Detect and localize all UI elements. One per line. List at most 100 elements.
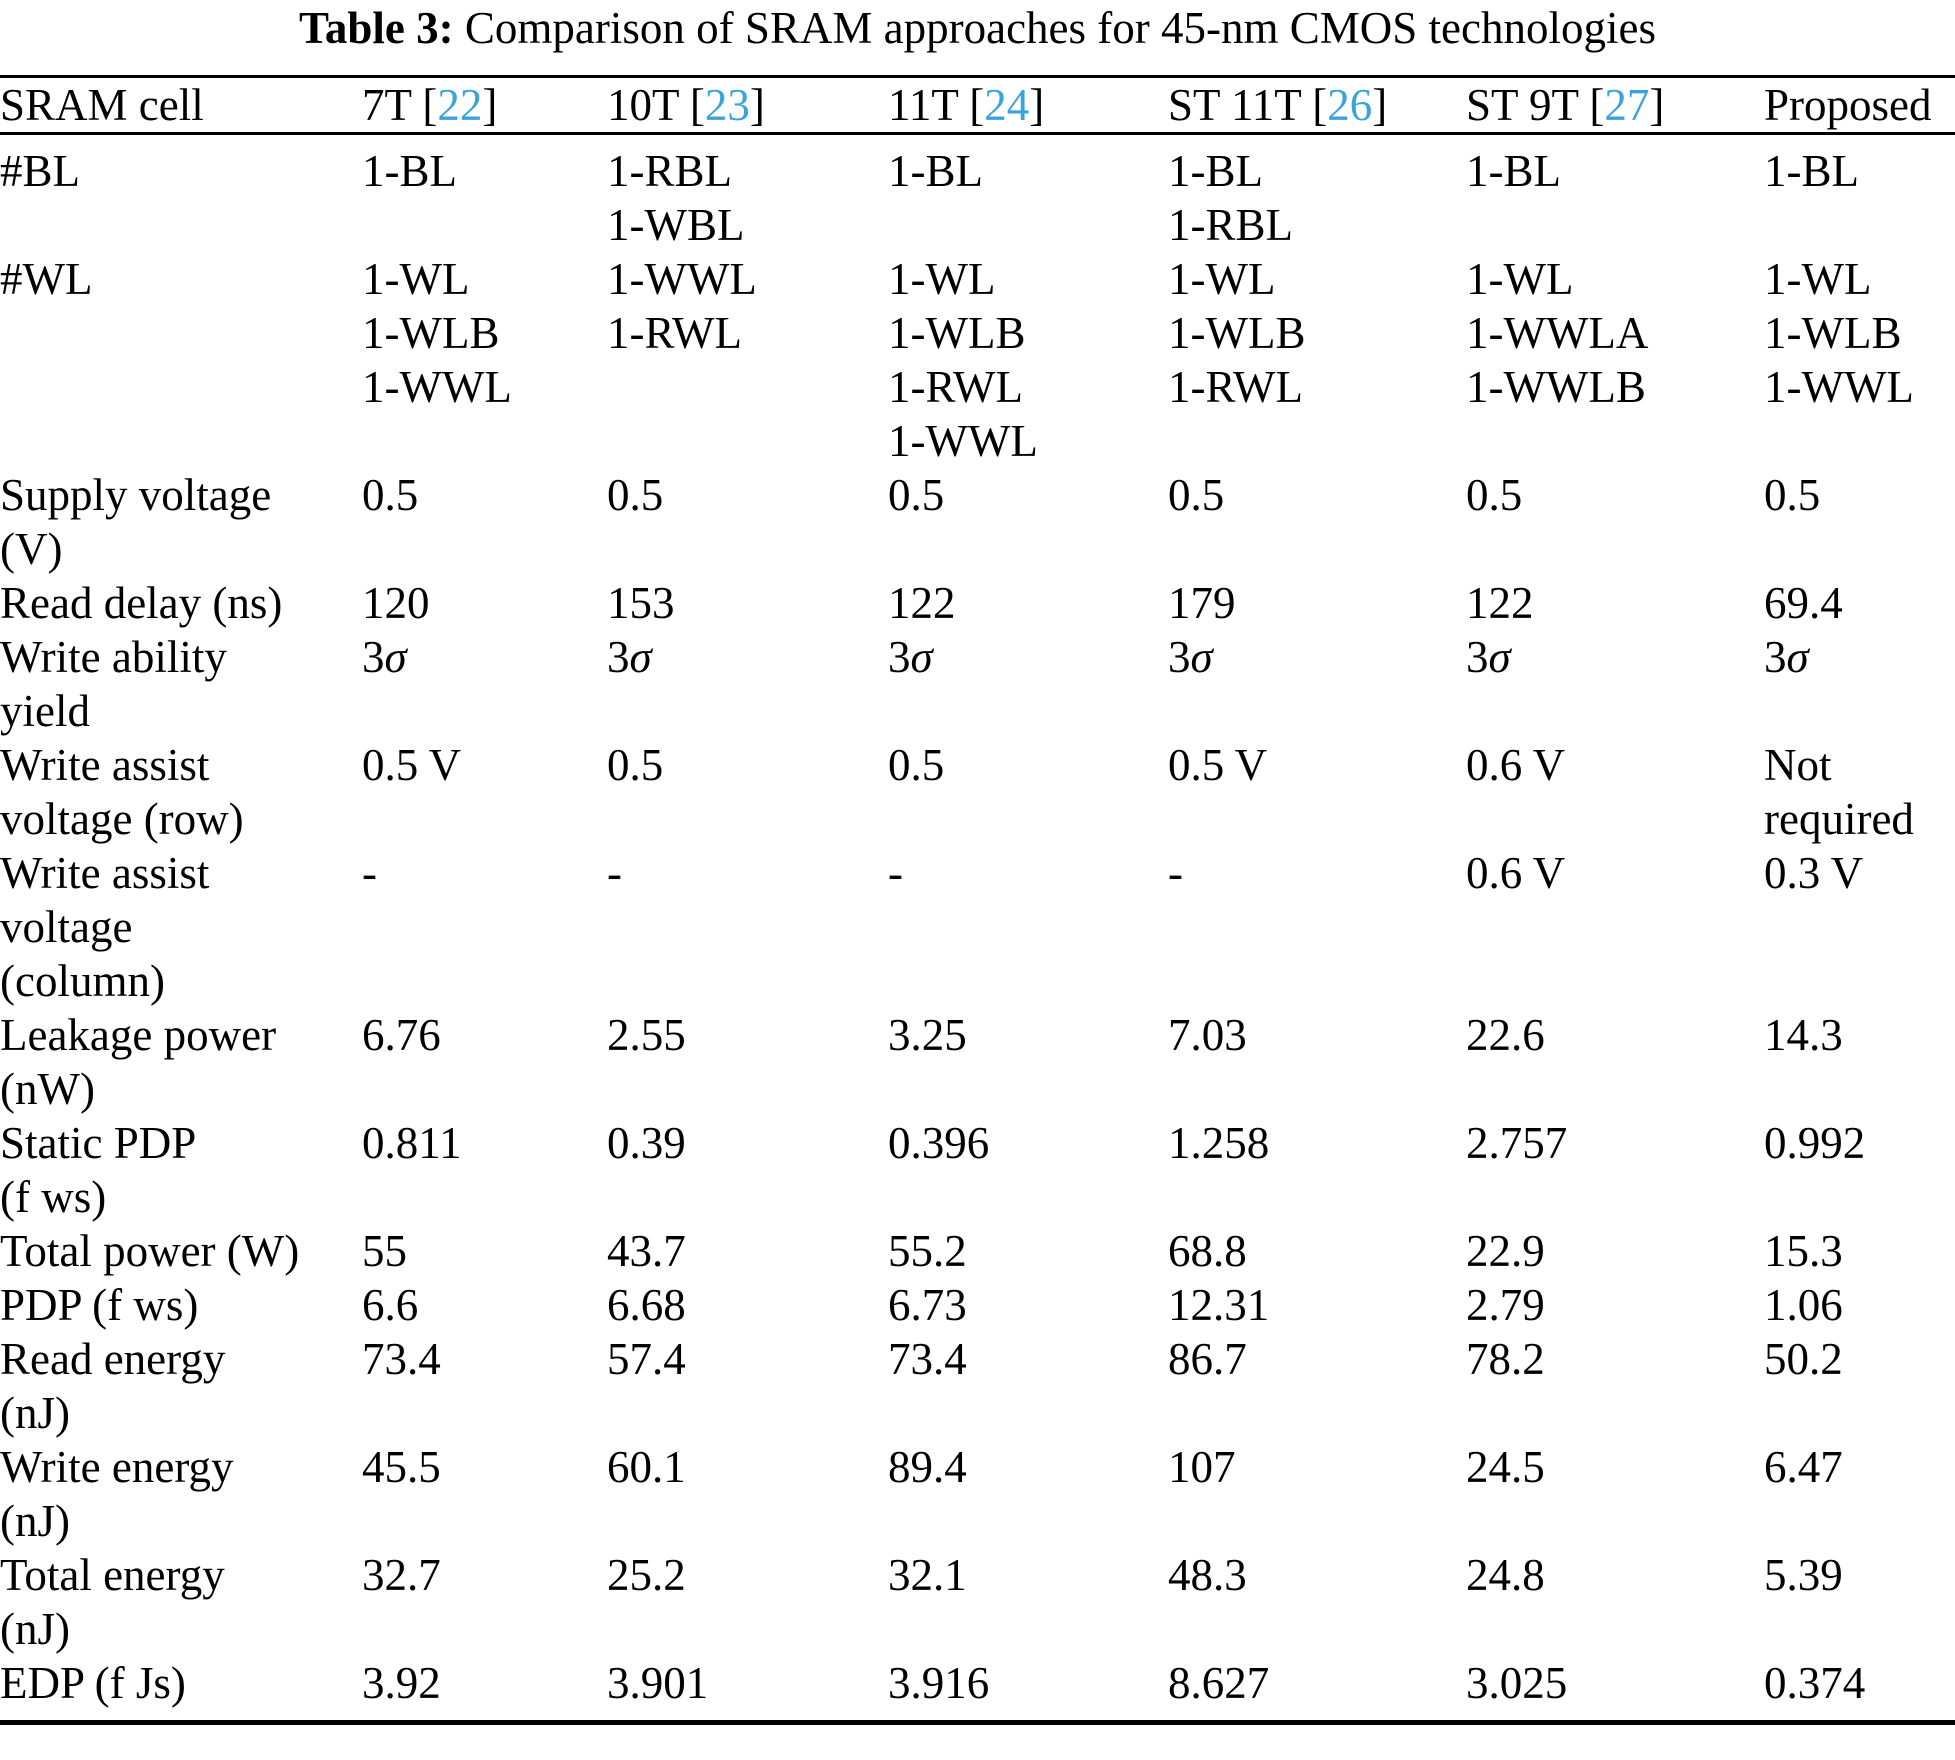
cell-line: 0.6 V [1466, 848, 1566, 898]
data-cell: 120 [362, 576, 607, 630]
data-cell: 32.7 [362, 1548, 607, 1656]
data-cell: 107 [1168, 1440, 1466, 1548]
data-cell: 55.2 [888, 1224, 1168, 1278]
row-label: #BL [0, 134, 362, 253]
data-cell: 1-BL [362, 134, 607, 253]
cell-line: 6.6 [362, 1280, 419, 1330]
table-caption: Table 3: Comparison of SRAM approaches f… [0, 0, 1955, 54]
citation-link[interactable]: 27 [1604, 80, 1650, 130]
cell-line: 0.5 [888, 740, 945, 790]
cell-line: 0.374 [1764, 1658, 1866, 1708]
cell-line: Write ability [0, 632, 227, 682]
data-cell: 0.5 V [362, 738, 607, 846]
cell-line: 1.06 [1764, 1280, 1843, 1330]
data-cell: 0.5 [1764, 468, 1955, 576]
cell-line: 6.76 [362, 1010, 441, 1060]
data-cell: 0.374 [1764, 1656, 1955, 1723]
data-cell: 14.3 [1764, 1008, 1955, 1116]
data-cell: 122 [1466, 576, 1764, 630]
data-cell: 3σ [362, 630, 607, 738]
cell-line: 15.3 [1764, 1226, 1843, 1276]
cell-line: 0.5 V [362, 740, 462, 790]
data-cell: 24.5 [1466, 1440, 1764, 1548]
row-label: Total power (W) [0, 1224, 362, 1278]
data-cell: 5.39 [1764, 1548, 1955, 1656]
data-cell: 3.916 [888, 1656, 1168, 1723]
cell-line: 6.73 [888, 1280, 967, 1330]
row-label: #WL [0, 252, 362, 468]
data-cell: 1-WWL 1-RWL [607, 252, 888, 468]
data-cell: 0.6 V [1466, 738, 1764, 846]
data-cell: 3.901 [607, 1656, 888, 1723]
cell-line: 32.7 [362, 1550, 441, 1600]
data-cell: 43.7 [607, 1224, 888, 1278]
citation-link[interactable]: 26 [1327, 80, 1373, 130]
data-cell: 0.5 [888, 468, 1168, 576]
cell-line: 2.79 [1466, 1280, 1545, 1330]
table-row: Static PDP (f ws) 0.811 0.39 0.396 1.258 2.757… [0, 1116, 1955, 1224]
cell-line: 43.7 [607, 1226, 686, 1276]
citation-link[interactable]: 22 [437, 80, 483, 130]
column-header-10t: 10T [23] [607, 76, 888, 135]
cell-line: 3σ [607, 632, 652, 682]
data-cell: 1-WL 1-WLB 1-RWL [1168, 252, 1466, 468]
cell-line: 14.3 [1764, 1010, 1843, 1060]
cell-line: Write assist [0, 740, 210, 790]
column-header-proposed: Proposed [1764, 76, 1955, 135]
cell-line: 25.2 [607, 1550, 686, 1600]
cell-line: 1-WL [1764, 254, 1872, 304]
table-row: Write ability yield 3σ 3σ 3σ 3σ 3σ 3σ [0, 630, 1955, 738]
data-cell: 1-BL [888, 134, 1168, 253]
citation-link[interactable]: 23 [704, 80, 750, 130]
cell-line: 1-WBL [607, 200, 745, 250]
data-cell: 22.9 [1466, 1224, 1764, 1278]
cell-line: 78.2 [1466, 1334, 1545, 1384]
cell-line: Total power (W) [0, 1226, 300, 1276]
cell-line: 0.5 [888, 470, 945, 520]
row-label: Supply voltage (V) [0, 468, 362, 576]
data-cell: 0.5 [1466, 468, 1764, 576]
table-row: Leakage power (nW) 6.76 2.55 3.25 7.03 22.6 14.… [0, 1008, 1955, 1116]
cell-line: 22.9 [1466, 1226, 1545, 1276]
column-header-7t: 7T [22] [362, 76, 607, 135]
data-cell: Not required [1764, 738, 1955, 846]
cell-line: 1-WWL [1764, 362, 1914, 412]
cell-line: 1-BL [1764, 146, 1859, 196]
row-label: PDP (f ws) [0, 1278, 362, 1332]
cell-line: Read delay (ns) [0, 578, 283, 628]
data-cell: - [362, 846, 607, 1008]
cell-line: 24.5 [1466, 1442, 1545, 1492]
cell-line: 3σ [1168, 632, 1213, 682]
data-cell: 86.7 [1168, 1332, 1466, 1440]
cell-line: 22.6 [1466, 1010, 1545, 1060]
cell-line: (nJ) [0, 1496, 70, 1546]
data-cell: 6.47 [1764, 1440, 1955, 1548]
data-cell: 69.4 [1764, 576, 1955, 630]
cell-line: (nJ) [0, 1604, 70, 1654]
table-row: #BL 1-BL 1-RBL 1-WBL 1-BL 1-BL 1-RBL 1-BL 1-BL [0, 134, 1955, 253]
cell-line: 3σ [1466, 632, 1511, 682]
data-cell: 22.6 [1466, 1008, 1764, 1116]
cell-line: Write energy [0, 1442, 234, 1492]
data-cell: 1-BL [1466, 134, 1764, 253]
cell-line: 1-WWL [607, 254, 757, 304]
cell-line: 24.8 [1466, 1550, 1545, 1600]
row-label: Read delay (ns) [0, 576, 362, 630]
cell-line: 0.5 [607, 740, 664, 790]
cell-line: 1-BL [888, 146, 983, 196]
cell-line: 0.992 [1764, 1118, 1866, 1168]
cell-line: 48.3 [1168, 1550, 1247, 1600]
cell-line: 5.39 [1764, 1550, 1843, 1600]
data-cell: 1.258 [1168, 1116, 1466, 1224]
table-caption-text: Comparison of SRAM approaches for 45-nm … [453, 3, 1656, 53]
cell-line: Supply voltage [0, 470, 272, 520]
cell-line: 2.757 [1466, 1118, 1568, 1168]
citation-link[interactable]: 24 [984, 80, 1030, 130]
data-cell: 25.2 [607, 1548, 888, 1656]
cell-line: 1.258 [1168, 1118, 1270, 1168]
cell-line: 1-WWL [888, 416, 1038, 466]
cell-line: 1-WWL [362, 362, 512, 412]
cell-line: 3σ [1764, 632, 1809, 682]
table-row: Supply voltage (V) 0.5 0.5 0.5 0.5 0.5 0.5 [0, 468, 1955, 576]
